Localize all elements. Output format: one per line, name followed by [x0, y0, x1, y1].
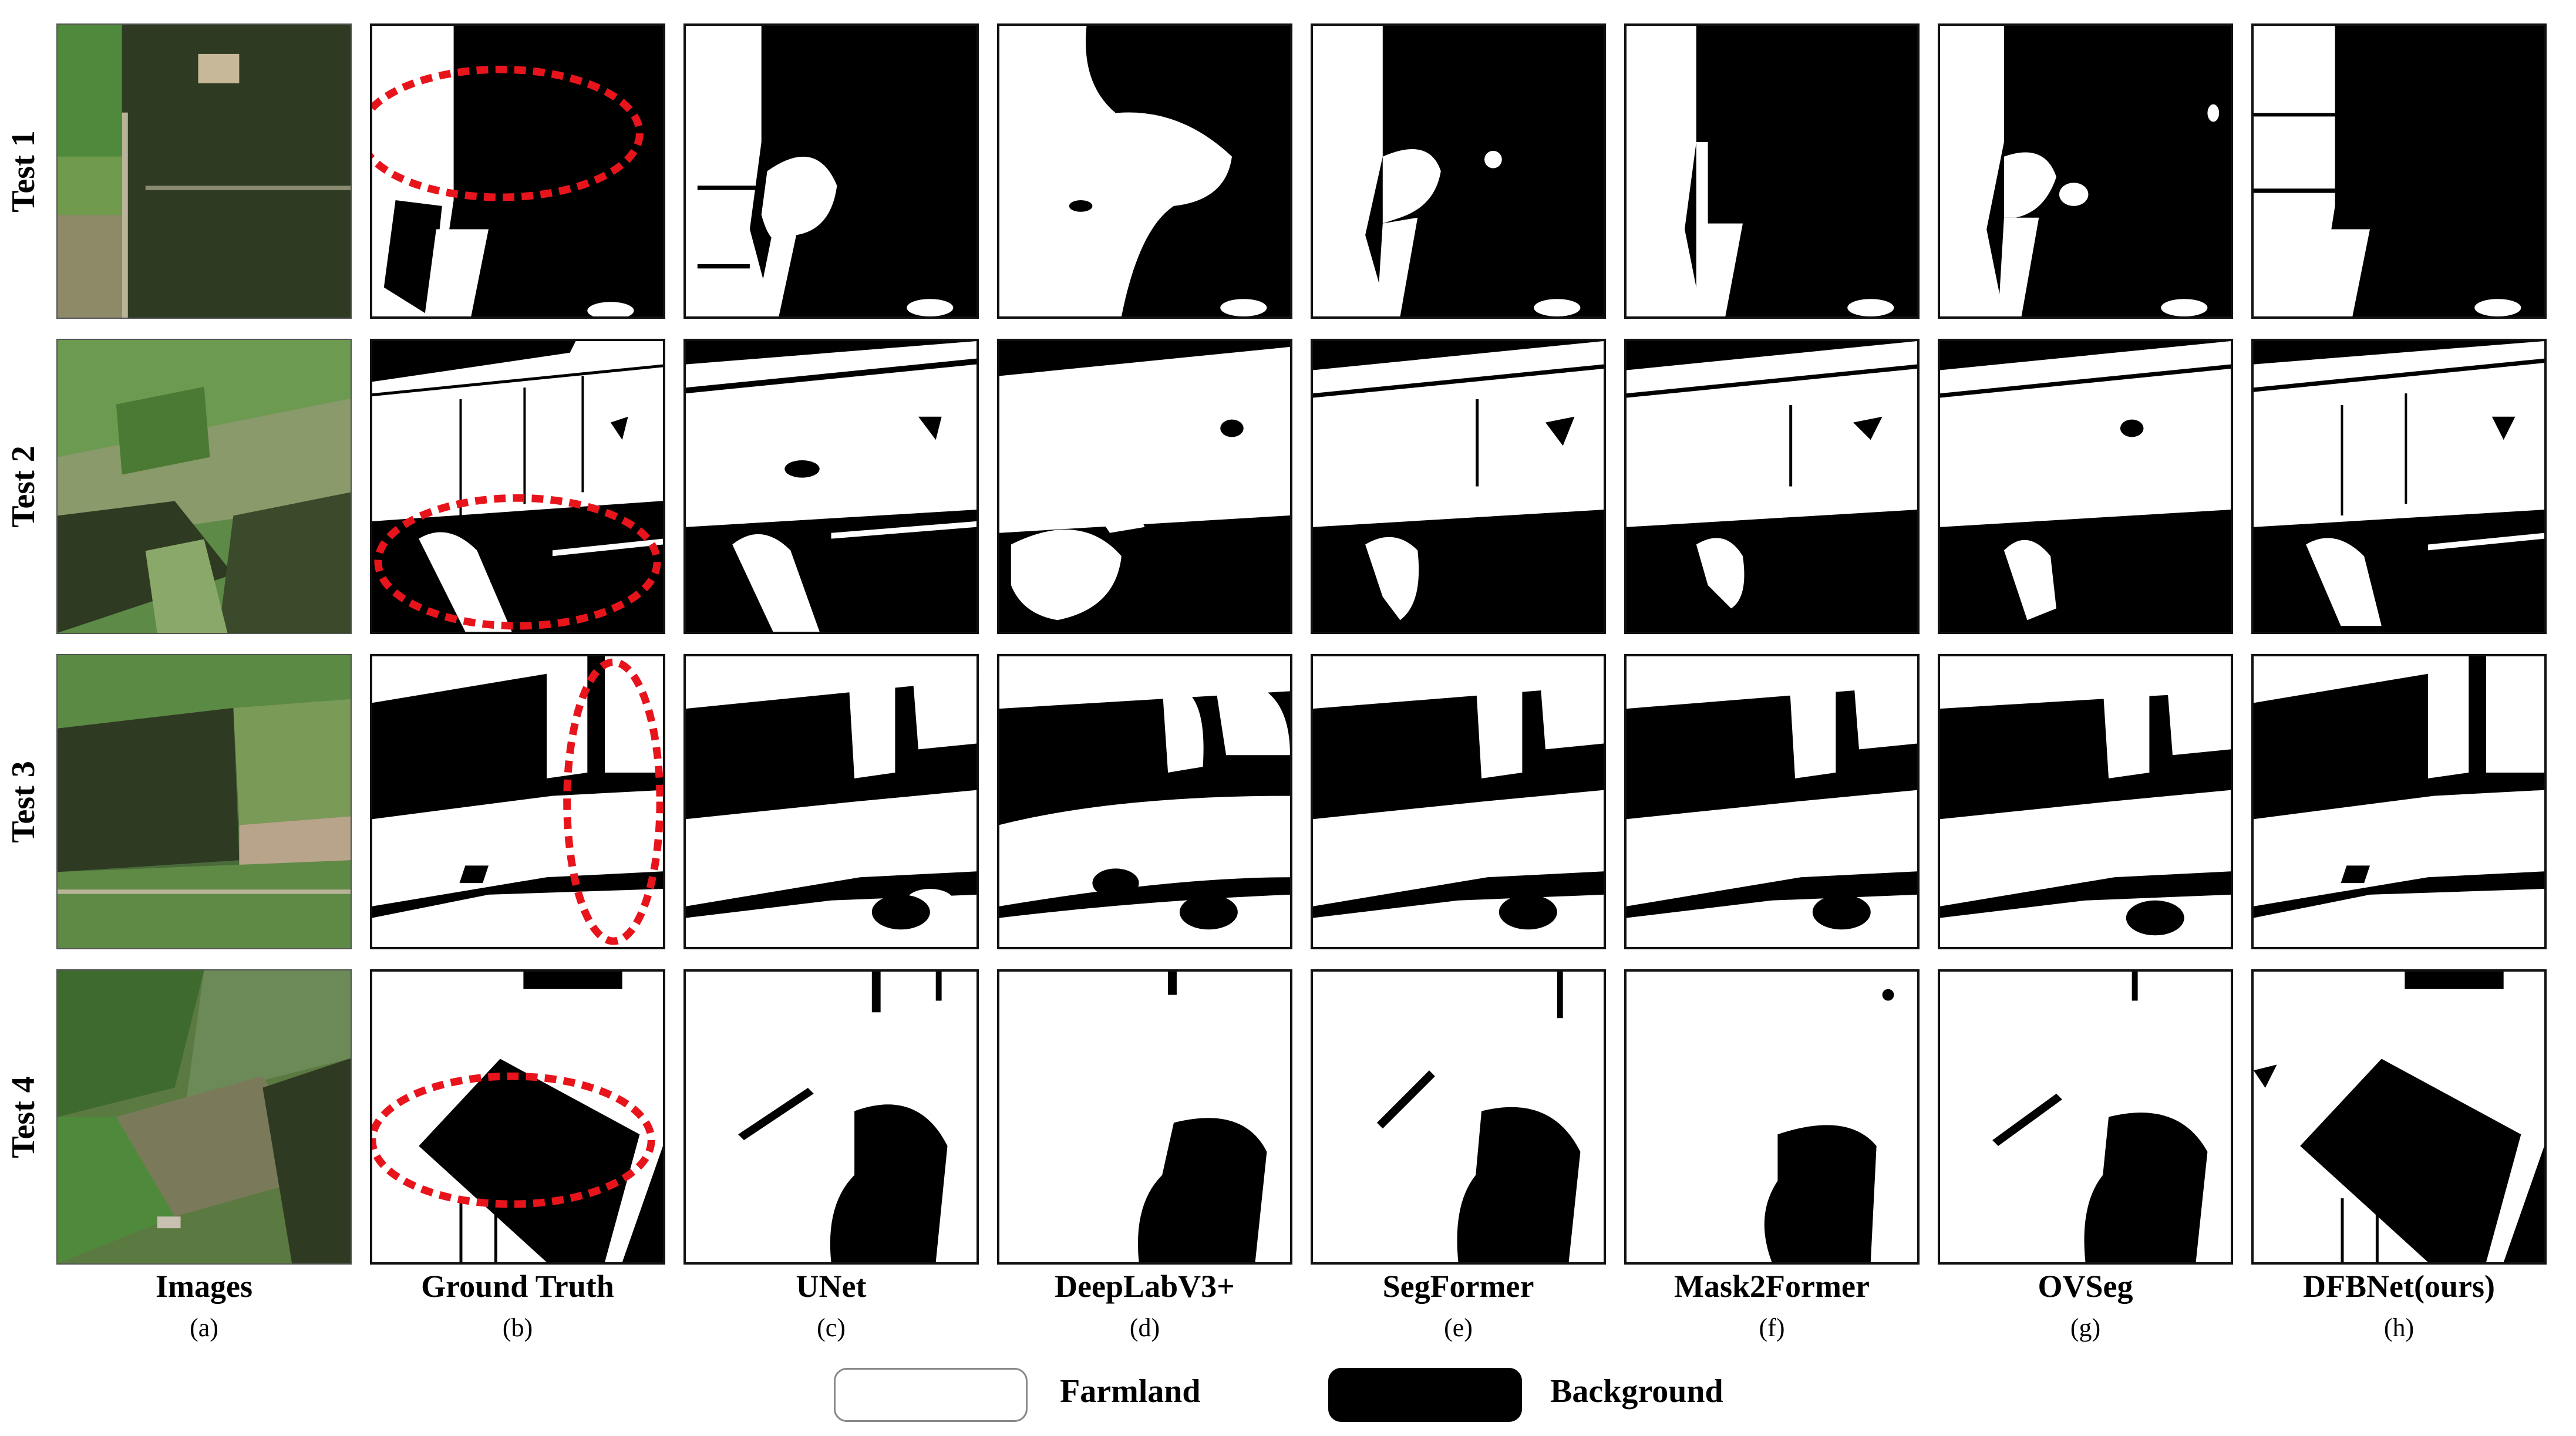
col-letter-h: (h) — [2383, 1313, 2415, 1342]
test4-image — [56, 969, 352, 1265]
test3-segformer — [1311, 654, 1606, 949]
test2-segformer — [1311, 339, 1606, 634]
row-label-test-3: Test 3 — [5, 760, 42, 843]
test1-mask2former — [1624, 23, 1920, 319]
row-label-test-4: Test 4 — [5, 1076, 42, 1158]
col-title-ground-truth: Ground Truth — [421, 1269, 614, 1304]
test4-segformer — [1311, 969, 1606, 1265]
test2-unet — [683, 339, 979, 634]
legend-farmland-swatch — [834, 1368, 1028, 1422]
test2-ground-truth — [370, 339, 665, 634]
col-title-mask2former: Mask2Former — [1674, 1269, 1870, 1304]
test2-dfbnet — [2251, 339, 2547, 634]
test3-dfbnet — [2251, 654, 2547, 949]
legend-farmland-label: Farmland — [1060, 1373, 1201, 1410]
test3-image — [56, 654, 352, 949]
test1-image — [56, 23, 352, 319]
test1-deeplabv3plus — [997, 23, 1292, 319]
test3-ovseg — [1938, 654, 2233, 949]
test1-ground-truth — [370, 23, 665, 319]
test1-dfbnet — [2251, 23, 2547, 319]
col-letter-a: (a) — [190, 1313, 218, 1342]
col-title-images: Images — [156, 1269, 252, 1304]
test2-mask2former — [1624, 339, 1920, 634]
test1-ovseg — [1938, 23, 2233, 319]
legend-background-label: Background — [1550, 1373, 1723, 1410]
row-label-test-1: Test 1 — [5, 130, 42, 213]
test4-unet — [683, 969, 979, 1265]
test3-mask2former — [1624, 654, 1920, 949]
test4-ground-truth — [370, 969, 665, 1265]
test3-unet — [683, 654, 979, 949]
row-label-test-2: Test 2 — [5, 445, 42, 528]
test2-ovseg — [1938, 339, 2233, 634]
col-letter-d: (d) — [1129, 1313, 1160, 1342]
col-letter-g: (g) — [2070, 1313, 2101, 1342]
test4-mask2former — [1624, 969, 1920, 1265]
legend-background-swatch — [1328, 1368, 1522, 1422]
test4-dfbnet — [2251, 969, 2547, 1265]
test1-segformer — [1311, 23, 1606, 319]
test3-deeplabv3plus — [997, 654, 1292, 949]
col-title-deeplabv3plus: DeepLabV3+ — [1055, 1269, 1235, 1304]
test1-unet — [683, 23, 979, 319]
test3-ground-truth — [370, 654, 665, 949]
test2-image — [56, 339, 352, 634]
col-letter-f: (f) — [1759, 1313, 1785, 1342]
test4-ovseg — [1938, 969, 2233, 1265]
test4-deeplabv3plus — [997, 969, 1292, 1265]
col-title-dfbnet: DFBNet(ours) — [2303, 1269, 2495, 1304]
col-title-segformer: SegFormer — [1382, 1269, 1534, 1304]
col-letter-e: (e) — [1444, 1313, 1473, 1342]
col-letter-b: (b) — [502, 1313, 533, 1342]
col-title-unet: UNet — [796, 1269, 867, 1304]
col-letter-c: (c) — [817, 1313, 846, 1342]
test2-deeplabv3plus — [997, 339, 1292, 634]
col-title-ovseg: OVSeg — [2038, 1269, 2133, 1304]
